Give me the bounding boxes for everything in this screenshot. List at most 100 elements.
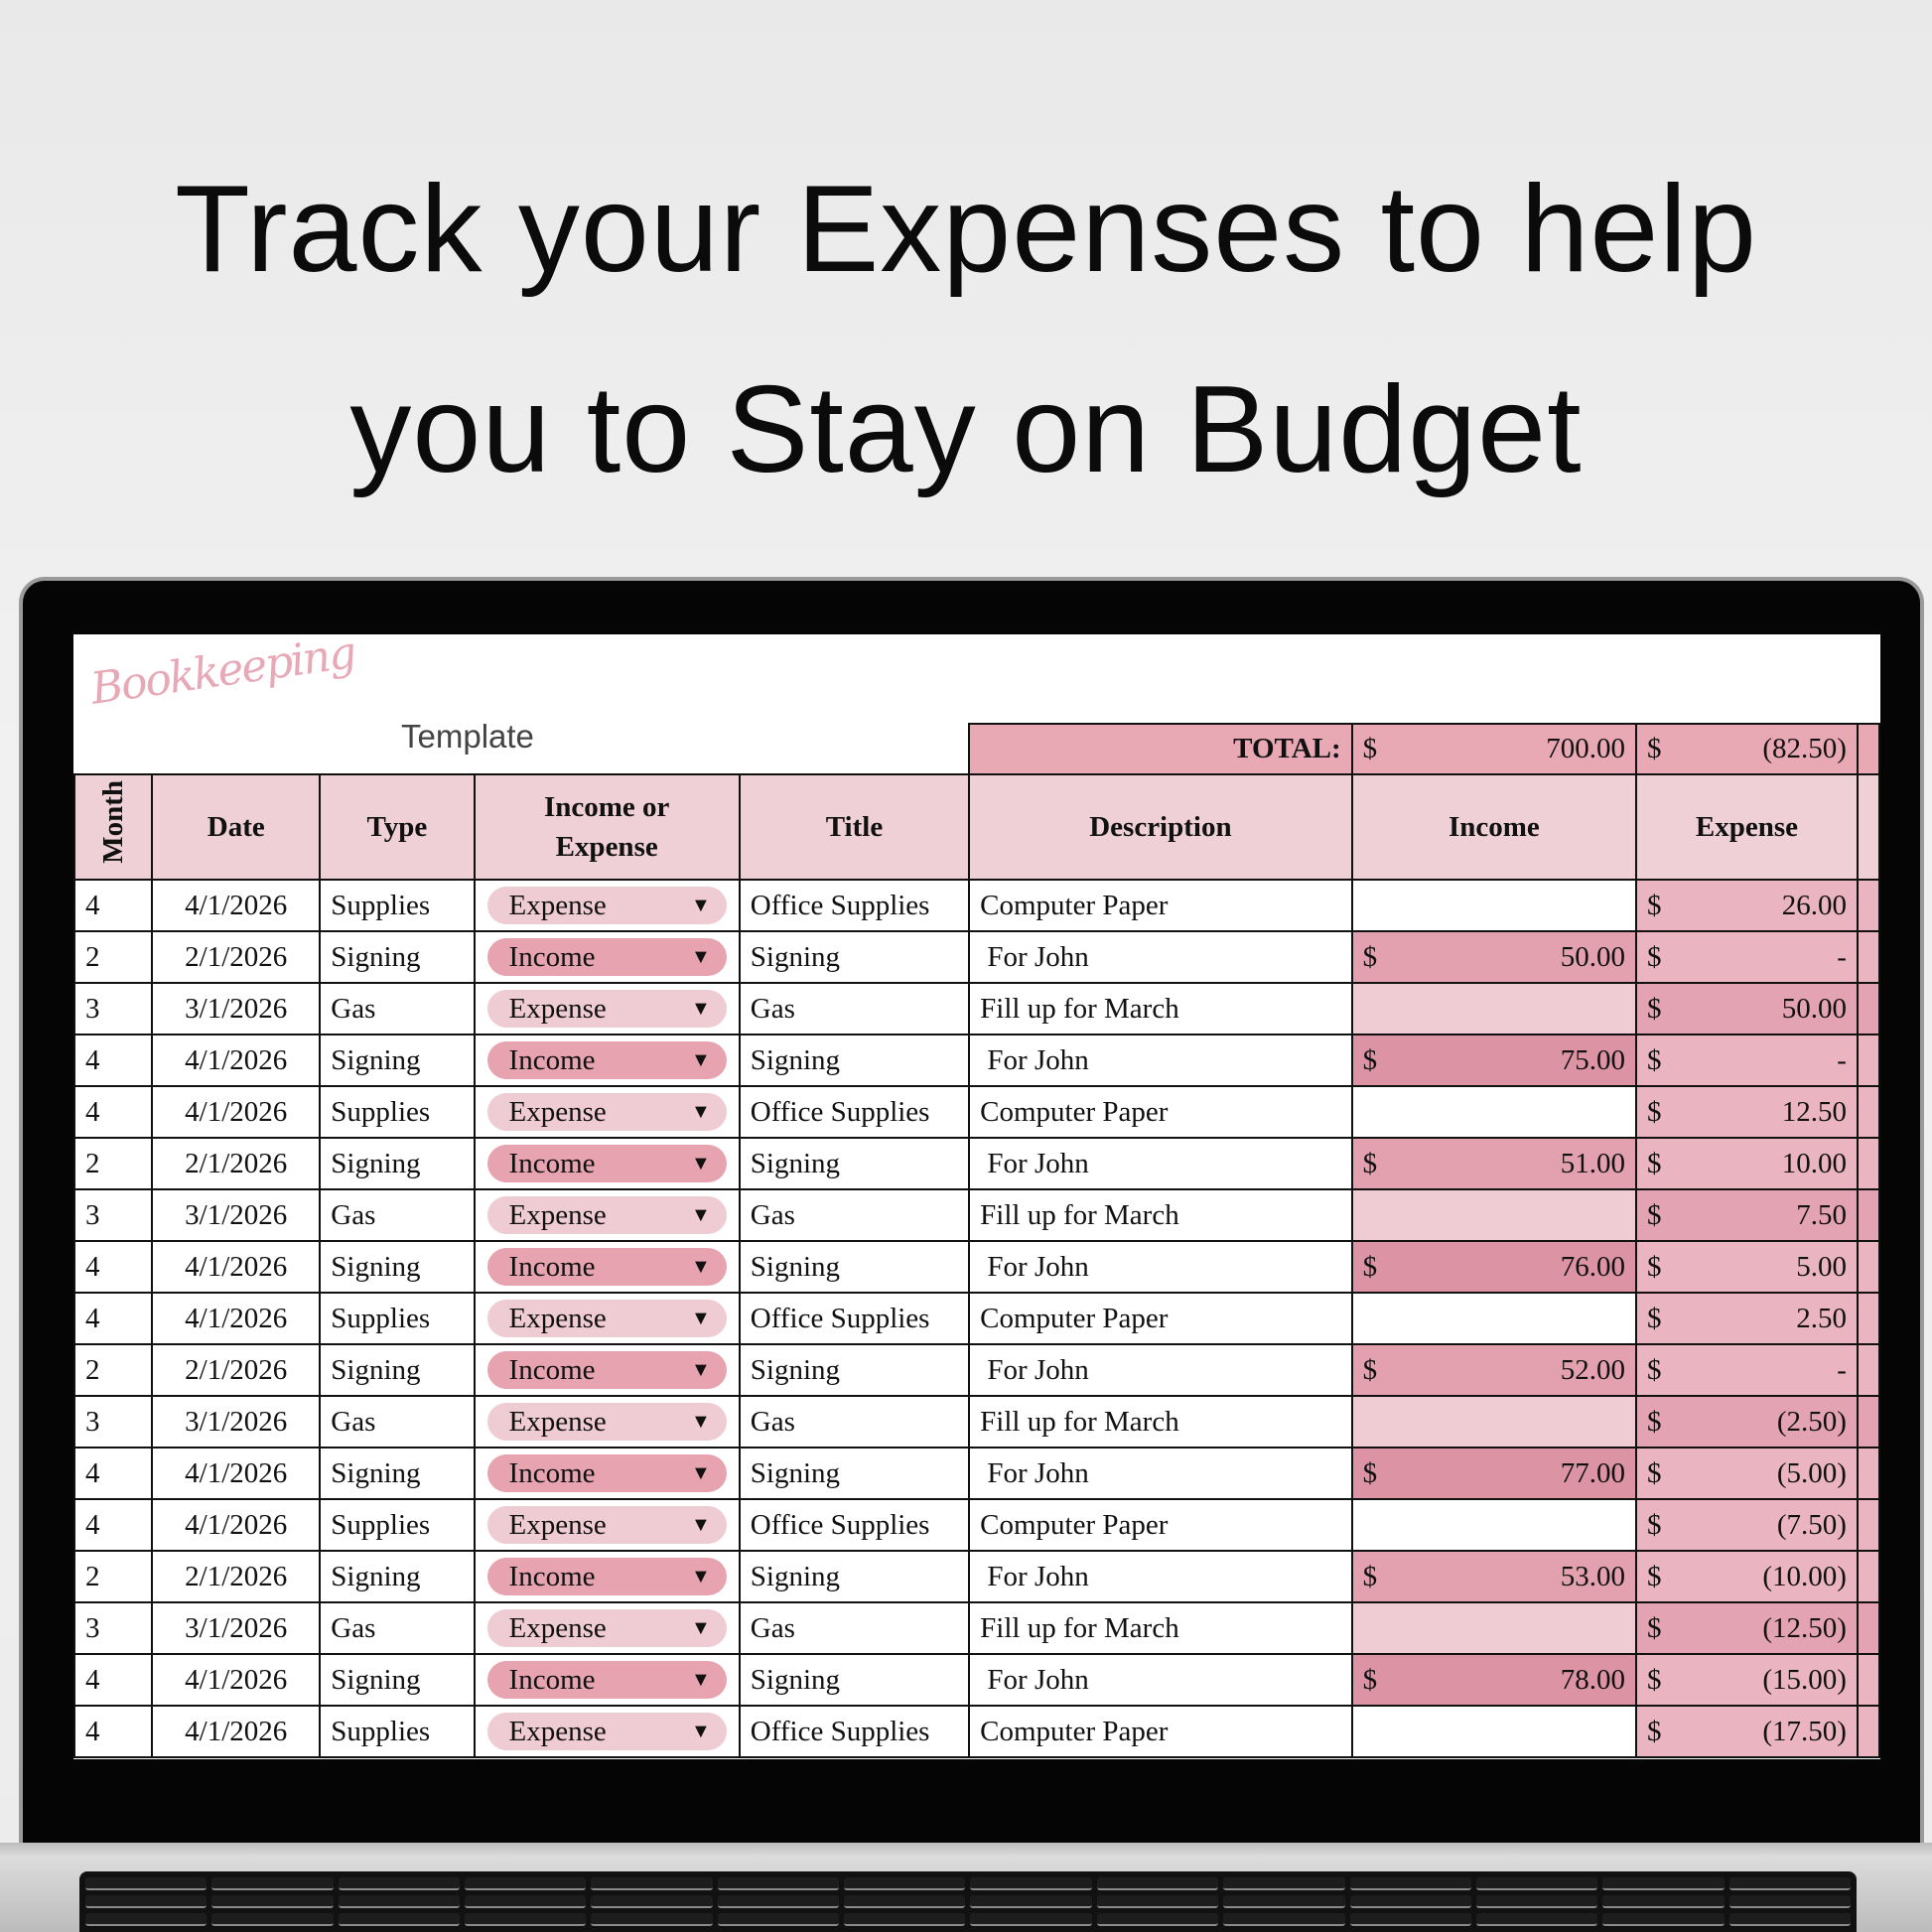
total-income[interactable]: $700.00	[1350, 723, 1638, 775]
dropdown-arrow-icon[interactable]: ▼	[690, 1358, 711, 1381]
cell-date[interactable]: 3/1/2026	[151, 1188, 322, 1242]
cell-description[interactable]: For John	[968, 1137, 1353, 1190]
cell-income-or-expense[interactable]: Income ▼	[473, 1137, 741, 1190]
cell-income-or-expense[interactable]: Income ▼	[473, 1343, 741, 1397]
cell-type[interactable]: Supplies	[319, 1498, 476, 1552]
cell-income-or-expense[interactable]: Expense ▼	[473, 879, 741, 932]
cell-description[interactable]: Computer Paper	[968, 879, 1353, 932]
cell-description[interactable]: Fill up for March	[968, 982, 1353, 1035]
cell-month[interactable]: 4	[73, 1292, 154, 1345]
cell-expense[interactable]: $12.50	[1635, 1085, 1859, 1139]
cell-description[interactable]: For John	[968, 1447, 1353, 1500]
cell-income-or-expense[interactable]: Income ▼	[473, 930, 741, 984]
cell-date[interactable]: 4/1/2026	[151, 1498, 322, 1552]
kind-dropdown[interactable]: Expense ▼	[486, 887, 727, 924]
cell-income[interactable]: $50.00	[1350, 930, 1638, 984]
dropdown-arrow-icon[interactable]: ▼	[690, 945, 711, 968]
cell-expense[interactable]: $ (10.00)	[1635, 1550, 1859, 1603]
dropdown-arrow-icon[interactable]: ▼	[690, 1565, 711, 1587]
cell-title[interactable]: Gas	[738, 1188, 971, 1242]
dropdown-arrow-icon[interactable]: ▼	[690, 1410, 711, 1433]
cell-title[interactable]: Gas	[738, 1601, 971, 1655]
cell-income-or-expense[interactable]: Expense ▼	[473, 1601, 741, 1655]
cell-date[interactable]: 2/1/2026	[151, 1137, 322, 1190]
cell-month[interactable]: 2	[73, 1137, 154, 1190]
cell-date[interactable]: 3/1/2026	[151, 1601, 322, 1655]
cell-type[interactable]: Supplies	[319, 879, 476, 932]
cell-income-or-expense[interactable]: Expense ▼	[473, 982, 741, 1035]
cell-title[interactable]: Signing	[738, 1343, 971, 1397]
cell-month[interactable]: 4	[73, 1498, 154, 1552]
cell-income[interactable]: $75.00	[1350, 1034, 1638, 1087]
cell-type[interactable]: Signing	[319, 1343, 476, 1397]
dropdown-arrow-icon[interactable]: ▼	[690, 1203, 711, 1226]
cell-month[interactable]: 2	[73, 1343, 154, 1397]
col-header-month[interactable]: Month	[73, 773, 154, 881]
col-header-date[interactable]: Date	[151, 773, 322, 881]
cell-income[interactable]	[1350, 1705, 1638, 1758]
cell-income-or-expense[interactable]: Expense ▼	[473, 1292, 741, 1345]
cell-income[interactable]	[1350, 1188, 1638, 1242]
cell-title[interactable]: Office Supplies	[738, 1085, 971, 1139]
dropdown-arrow-icon[interactable]: ▼	[690, 1307, 711, 1329]
col-header-title[interactable]: Title	[738, 773, 971, 881]
cell-type[interactable]: Supplies	[319, 1085, 476, 1139]
dropdown-arrow-icon[interactable]: ▼	[690, 1100, 711, 1123]
cell-expense[interactable]: $26.00	[1635, 879, 1859, 932]
kind-dropdown[interactable]: Income ▼	[486, 1041, 727, 1079]
cell-date[interactable]: 4/1/2026	[151, 1705, 322, 1758]
cell-description[interactable]: Fill up for March	[968, 1188, 1353, 1242]
cell-description[interactable]: For John	[968, 1240, 1353, 1294]
col-header-income-or-expense[interactable]: Income or Expense	[473, 773, 741, 881]
cell-type[interactable]: Signing	[319, 1447, 476, 1500]
cell-income-or-expense[interactable]: Income ▼	[473, 1653, 741, 1707]
cell-income[interactable]	[1350, 1085, 1638, 1139]
cell-income[interactable]: $52.00	[1350, 1343, 1638, 1397]
cell-description[interactable]: Computer Paper	[968, 1705, 1353, 1758]
kind-dropdown[interactable]: Expense ▼	[486, 1300, 727, 1337]
cell-description[interactable]: For John	[968, 1034, 1353, 1087]
cell-type[interactable]: Supplies	[319, 1292, 476, 1345]
cell-type[interactable]: Gas	[319, 1395, 476, 1449]
dropdown-arrow-icon[interactable]: ▼	[690, 1048, 711, 1071]
cell-income-or-expense[interactable]: Expense ▼	[473, 1395, 741, 1449]
cell-month[interactable]: 4	[73, 1653, 154, 1707]
cell-type[interactable]: Supplies	[319, 1705, 476, 1758]
col-header-type[interactable]: Type	[319, 773, 476, 881]
cell-income-or-expense[interactable]: Expense ▼	[473, 1498, 741, 1552]
kind-dropdown[interactable]: Income ▼	[486, 1454, 727, 1492]
col-header-expense[interactable]: Expense	[1635, 773, 1859, 881]
kind-dropdown[interactable]: Expense ▼	[486, 1713, 727, 1750]
cell-income-or-expense[interactable]: Expense ▼	[473, 1188, 741, 1242]
kind-dropdown[interactable]: Income ▼	[486, 938, 727, 976]
cell-expense[interactable]: $ (12.50)	[1635, 1601, 1859, 1655]
cell-title[interactable]: Gas	[738, 982, 971, 1035]
dropdown-arrow-icon[interactable]: ▼	[690, 997, 711, 1020]
kind-dropdown[interactable]: Income ▼	[486, 1145, 727, 1182]
cell-income-or-expense[interactable]: Expense ▼	[473, 1085, 741, 1139]
kind-dropdown[interactable]: Income ▼	[486, 1661, 727, 1699]
cell-income[interactable]: $77.00	[1350, 1447, 1638, 1500]
cell-title[interactable]: Signing	[738, 1550, 971, 1603]
cell-expense[interactable]: $2.50	[1635, 1292, 1859, 1345]
cell-expense[interactable]: $10.00	[1635, 1137, 1859, 1190]
cell-month[interactable]: 3	[73, 982, 154, 1035]
cell-type[interactable]: Gas	[319, 1188, 476, 1242]
cell-title[interactable]: Gas	[738, 1395, 971, 1449]
cell-title[interactable]: Signing	[738, 1447, 971, 1500]
cell-expense[interactable]: $ -	[1635, 930, 1859, 984]
cell-month[interactable]: 4	[73, 1034, 154, 1087]
kind-dropdown[interactable]: Expense ▼	[486, 1093, 727, 1131]
kind-dropdown[interactable]: Expense ▼	[486, 1196, 727, 1234]
cell-expense[interactable]: $ (7.50)	[1635, 1498, 1859, 1552]
cell-expense[interactable]: $7.50	[1635, 1188, 1859, 1242]
cell-type[interactable]: Signing	[319, 1137, 476, 1190]
cell-income[interactable]	[1350, 982, 1638, 1035]
kind-dropdown[interactable]: Expense ▼	[486, 990, 727, 1028]
cell-income[interactable]	[1350, 1601, 1638, 1655]
cell-income[interactable]	[1350, 879, 1638, 932]
dropdown-arrow-icon[interactable]: ▼	[690, 1152, 711, 1174]
kind-dropdown[interactable]: Income ▼	[486, 1558, 727, 1595]
cell-month[interactable]: 4	[73, 879, 154, 932]
cell-date[interactable]: 2/1/2026	[151, 1550, 322, 1603]
